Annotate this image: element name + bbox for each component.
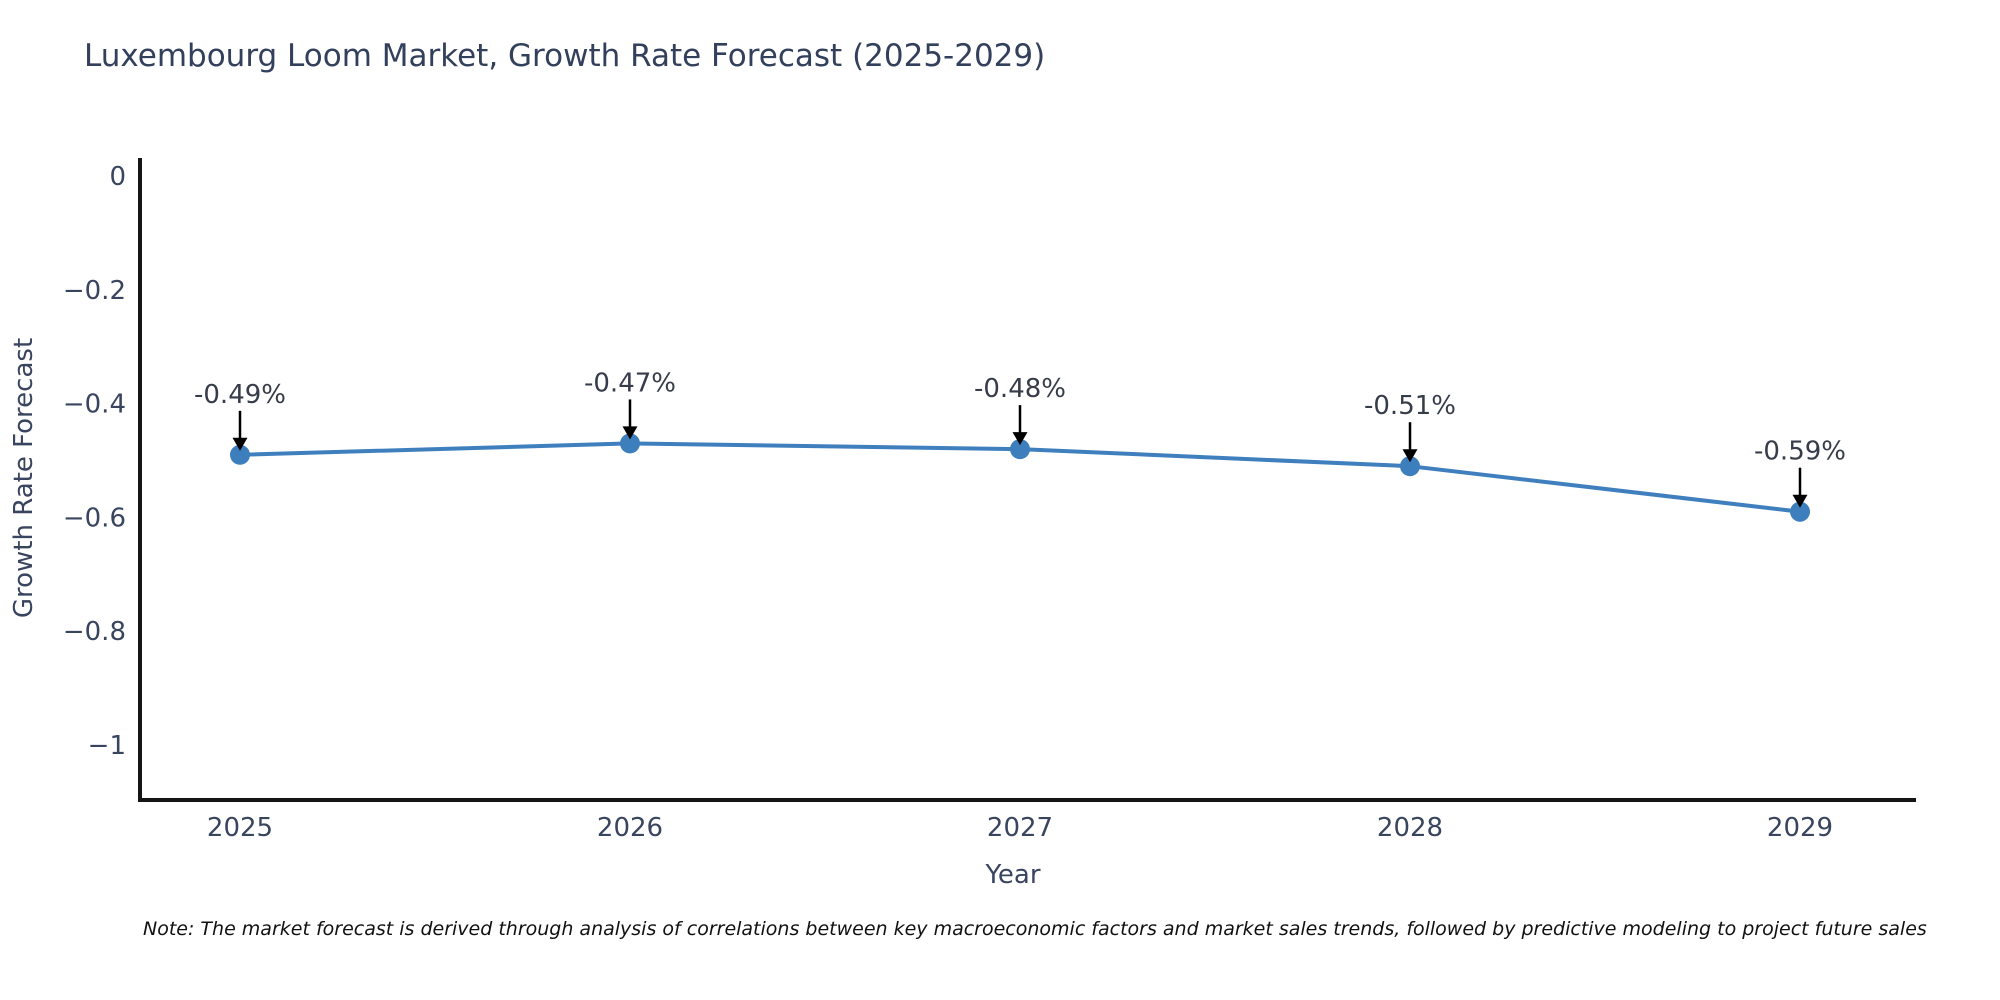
x-tick-label: 2027 [987,813,1053,843]
annotation-label: -0.49% [194,380,286,410]
y-tick-label: −0.4 [63,390,126,420]
chart-title: Luxembourg Loom Market, Growth Rate Fore… [84,38,1046,74]
data-point-marker [1010,439,1030,460]
y-tick-label: 0 [109,162,126,192]
x-tick-label: 2026 [597,813,663,843]
x-tick-label: 2025 [207,813,273,843]
x-tick-label: 2029 [1767,813,1833,843]
data-point-marker [1400,456,1420,477]
data-point-marker [620,433,640,454]
annotation-arrow-head [1012,432,1028,446]
y-tick-label: −1 [88,731,126,761]
y-tick-label: −0.8 [63,617,126,647]
annotation-label: -0.47% [584,368,676,398]
y-tick-label: −0.2 [63,276,126,306]
data-point-marker [1790,501,1810,522]
y-tick-label: −0.6 [63,503,126,533]
annotation-arrow-head [232,437,248,451]
x-tick-label: 2028 [1377,813,1443,843]
data-point-marker [230,444,250,465]
annotation-label: -0.51% [1364,391,1456,421]
annotation-arrow-head [1402,449,1418,463]
annotation-arrow-head [622,426,638,440]
x-axis-label: Year [985,860,1041,890]
annotation-arrow-head [1792,494,1808,508]
annotation-label: -0.48% [974,374,1066,404]
footnote: Note: The market forecast is derived thr… [143,918,1927,940]
annotation-label: -0.59% [1754,437,1846,467]
